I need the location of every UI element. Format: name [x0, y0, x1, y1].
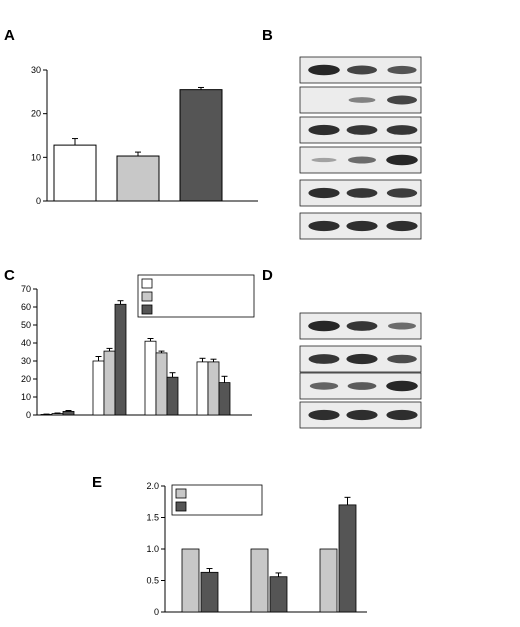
- b-band-2-1: [346, 125, 378, 135]
- c-bar-2-1: [155, 352, 168, 416]
- d-band-3-0: [308, 409, 340, 421]
- d-band-0-0: [308, 320, 340, 332]
- c-legend-swatch-2: [141, 304, 153, 315]
- c-bar-2-0: [144, 340, 157, 416]
- c-y-tick-label: 60: [21, 302, 31, 312]
- c-bar-3-0: [196, 361, 209, 416]
- c-y-tick-label: 30: [21, 356, 31, 366]
- panel-label-e: E: [92, 474, 102, 491]
- e-bar-1-1: [269, 576, 288, 613]
- e-bar-0-0: [181, 548, 200, 613]
- e-y-tick-label: 0.5: [146, 576, 159, 586]
- c-y-tick-label: 70: [21, 284, 31, 294]
- b-band-0-1: [347, 65, 377, 75]
- a-bar-2: [179, 89, 223, 202]
- c-bar-1-2: [114, 303, 127, 416]
- e-y-tick-label: 1.0: [146, 544, 159, 554]
- b-band-2-0: [308, 124, 340, 136]
- a-y-tick-label: 20: [31, 109, 41, 119]
- c-legend-swatch-1: [141, 291, 153, 302]
- c-legend-swatch-0: [141, 278, 153, 289]
- d-band-2-2: [386, 380, 418, 392]
- c-bar-3-2: [218, 382, 231, 416]
- b-band-4-2: [386, 188, 418, 198]
- b-band-5-2: [386, 220, 418, 232]
- b-band-0-0: [308, 64, 340, 76]
- c-y-tick-label: 50: [21, 320, 31, 330]
- b-band-1-2: [387, 95, 417, 105]
- a-y-tick-label: 10: [31, 152, 41, 162]
- b-band-3-1: [348, 156, 376, 164]
- c-y-tick-label: 10: [21, 392, 31, 402]
- chart-c-cell-cycle: 0 10 20 30 40 50 60 70: [21, 274, 255, 420]
- c-bar-0-2: [62, 410, 75, 416]
- e-y-tick-label: 2.0: [146, 481, 159, 491]
- chart-e-fold-change: 0 0.5 1.0 1.5 2.0: [146, 481, 367, 617]
- d-band-2-0: [309, 382, 339, 390]
- b-band-4-0: [308, 187, 340, 199]
- b-band-5-0: [308, 220, 340, 232]
- e-y-tick-label: 1.5: [146, 513, 159, 523]
- western-blot-d: [299, 312, 422, 429]
- b-band-3-0: [311, 157, 337, 163]
- e-bar-1-0: [250, 548, 269, 613]
- e-y-tick-label: 0: [154, 607, 159, 617]
- d-band-0-1: [346, 321, 378, 331]
- c-y-tick-label: 20: [21, 374, 31, 384]
- b-band-4-1: [346, 188, 378, 198]
- panel-label-d: D: [262, 267, 273, 284]
- c-y-tick-label: 0: [26, 410, 31, 420]
- b-band-0-2: [387, 65, 417, 75]
- b-band-1-1: [348, 97, 376, 103]
- d-band-3-1: [346, 409, 378, 421]
- d-band-3-2: [386, 409, 418, 421]
- b-band-2-2: [386, 125, 418, 135]
- e-legend-swatch-1: [175, 501, 187, 512]
- e-bar-2-1: [338, 504, 357, 613]
- panel-label-b: B: [262, 27, 273, 44]
- a-bar-0: [53, 144, 97, 202]
- a-y-tick-label: 0: [36, 196, 41, 206]
- d-band-2-1: [347, 382, 377, 390]
- e-bar-2-0: [319, 548, 338, 613]
- d-band-1-2: [387, 354, 417, 364]
- a-y-tick-label: 30: [31, 65, 41, 75]
- c-bar-0-1: [51, 413, 64, 416]
- b-band-5-1: [346, 220, 378, 232]
- panel-label-a: A: [4, 27, 15, 44]
- c-y-tick-label: 40: [21, 338, 31, 348]
- c-legend-box: [137, 274, 255, 318]
- d-band-1-0: [308, 354, 340, 364]
- c-bar-3-1: [207, 361, 220, 416]
- b-band-3-2: [386, 154, 418, 166]
- e-legend-box: [171, 484, 263, 516]
- d-band-0-2: [388, 322, 416, 330]
- western-blot-b: [299, 56, 422, 240]
- e-legend-swatch-0: [175, 488, 187, 499]
- e-bar-0-1: [200, 571, 219, 613]
- chart-a-annexin: 0 10 20 30: [31, 65, 258, 206]
- panel-label-c: C: [4, 267, 15, 284]
- c-bar-1-1: [103, 350, 116, 416]
- c-bar-1-0: [92, 360, 105, 416]
- a-bar-1: [116, 155, 160, 202]
- d-band-1-1: [346, 353, 378, 365]
- c-bar-2-2: [166, 376, 179, 416]
